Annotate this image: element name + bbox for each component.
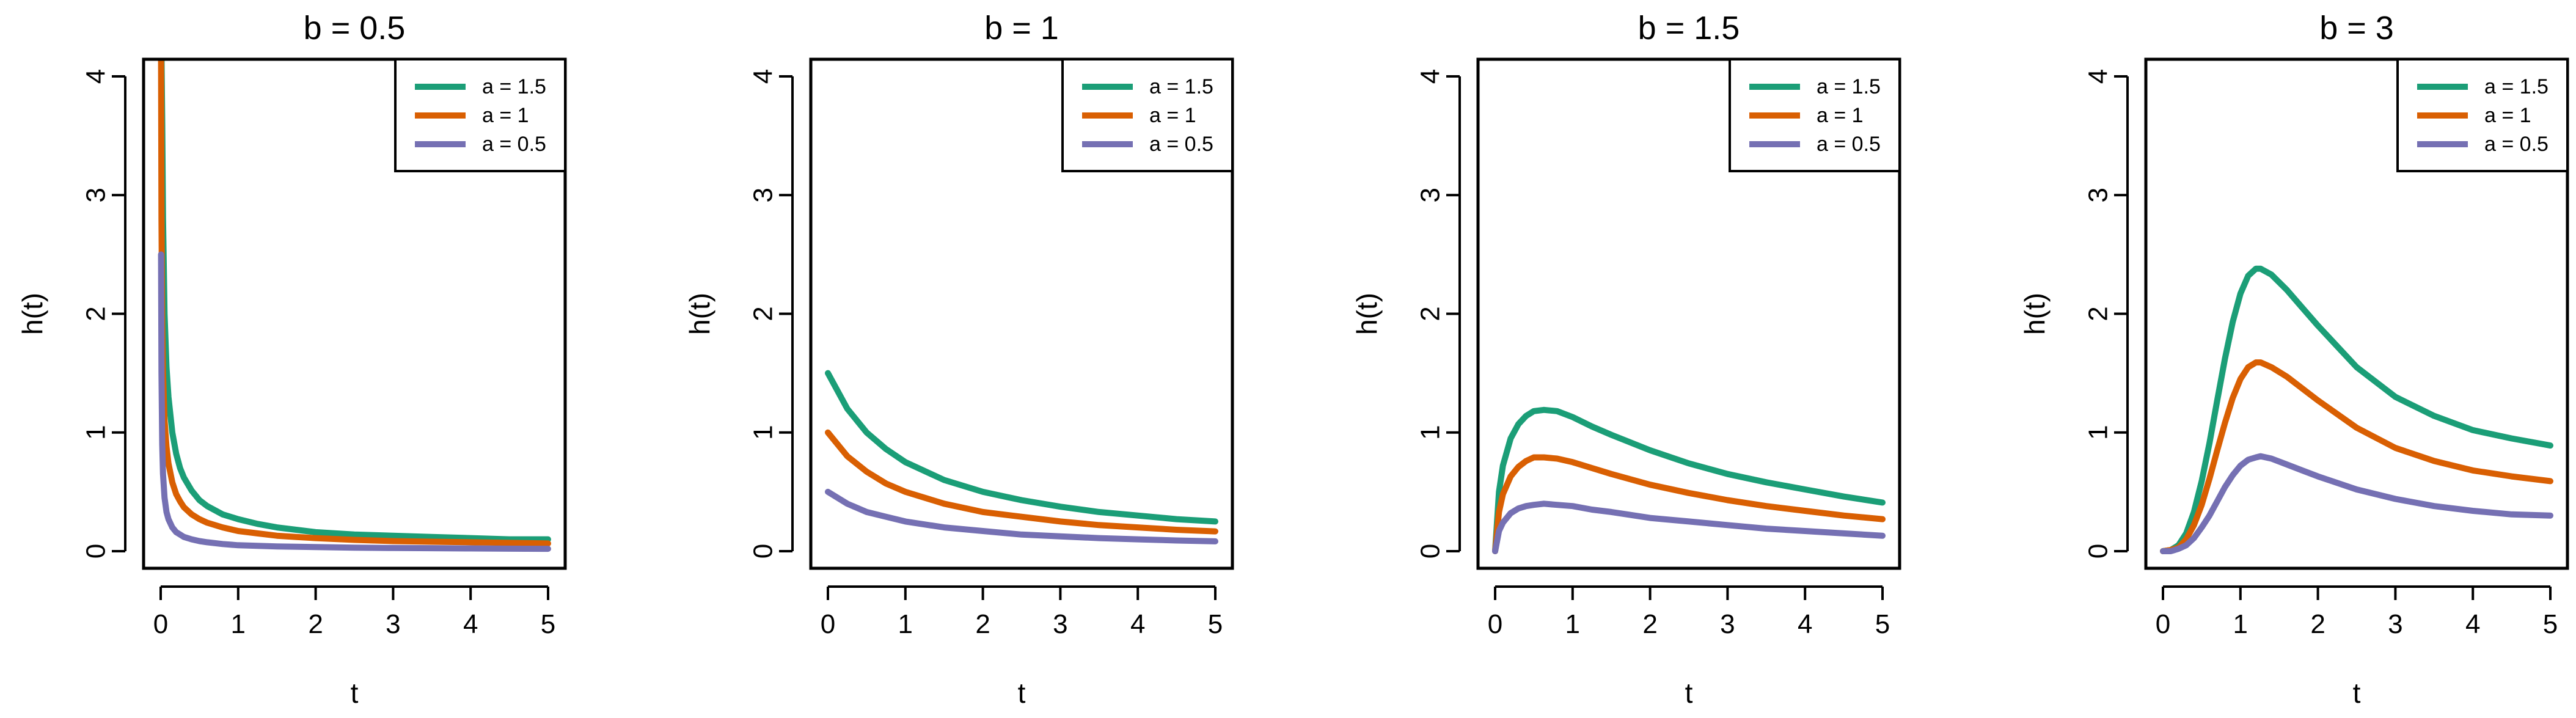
y-tick-label: 0 xyxy=(748,544,778,559)
plot-frame xyxy=(1476,57,1901,570)
series-line-3 xyxy=(2160,453,2553,554)
panel-2: b = 1 0 1 2 3 4 5 t 0 1 2 3 4 h(t) a = 1.5 a = 1 a = 0.5 xyxy=(684,10,1234,709)
legend-label: a = 0.5 xyxy=(1817,133,1881,156)
y-tick-label: 2 xyxy=(2084,306,2113,321)
x-tick-label: 2 xyxy=(975,609,990,639)
series-line-1 xyxy=(2160,265,2553,554)
x-axis-label: t xyxy=(1685,677,1693,709)
x-tick-label: 0 xyxy=(2156,609,2170,639)
y-axis-label: h(t) xyxy=(16,293,48,335)
y-tick-label: 1 xyxy=(1416,425,1446,440)
legend-label: a = 1 xyxy=(482,104,529,127)
y-axis-label: h(t) xyxy=(684,293,715,335)
y-tick-label: 0 xyxy=(2084,544,2113,559)
x-tick-label: 4 xyxy=(463,609,478,639)
y-axis-label: h(t) xyxy=(1351,293,1383,335)
y-tick-label: 0 xyxy=(1416,544,1446,559)
y-tick-label: 3 xyxy=(2084,188,2113,202)
series-line-1 xyxy=(825,370,1218,525)
legend-label: a = 1.5 xyxy=(1817,75,1881,98)
x-tick-label: 4 xyxy=(1798,609,1812,639)
x-tick-label: 5 xyxy=(541,609,555,639)
y-tick-label: 3 xyxy=(748,188,778,202)
y-axis-label: h(t) xyxy=(2019,293,2051,335)
plot-frame xyxy=(809,57,1234,570)
x-tick-label: 1 xyxy=(898,609,913,639)
plot-frame xyxy=(2144,57,2569,570)
plot-frame xyxy=(142,57,567,570)
x-tick-label: 3 xyxy=(386,609,400,639)
x-tick-label: 5 xyxy=(2543,609,2558,639)
x-axis-label: t xyxy=(351,677,359,709)
y-tick-label: 4 xyxy=(748,69,778,84)
legend-label: a = 0.5 xyxy=(2484,133,2549,156)
x-tick-label: 1 xyxy=(1565,609,1580,639)
x-tick-label: 2 xyxy=(2310,609,2325,639)
y-tick-label: 4 xyxy=(1416,69,1446,84)
x-tick-label: 1 xyxy=(231,609,246,639)
legend-label: a = 1 xyxy=(1149,104,1196,127)
legend-label: a = 1 xyxy=(1817,104,1864,127)
series-line-2 xyxy=(1492,454,1886,554)
x-tick-label: 2 xyxy=(308,609,323,639)
y-tick-label: 1 xyxy=(748,425,778,440)
x-tick-label: 4 xyxy=(2465,609,2480,639)
chart-title: b = 0.5 xyxy=(304,10,406,46)
chart-title: b = 3 xyxy=(2319,10,2394,46)
x-axis-label: t xyxy=(2353,677,2361,709)
legend: a = 1.5 a = 1 a = 0.5 xyxy=(1729,58,1901,172)
y-tick-label: 1 xyxy=(2084,425,2113,440)
series-line-2 xyxy=(825,429,1218,535)
legend-label: a = 1.5 xyxy=(1149,75,1213,98)
legend-label: a = 1 xyxy=(2484,104,2531,127)
y-tick-label: 4 xyxy=(2084,69,2113,84)
legend-label: a = 1.5 xyxy=(2484,75,2549,98)
x-tick-label: 0 xyxy=(821,609,835,639)
x-tick-label: 0 xyxy=(153,609,168,639)
panel-1: b = 0.5 0 1 2 3 4 5 t 0 1 2 3 4 h(t) a = 1.5 a = 1 a = 0… xyxy=(16,10,567,709)
legend-label: a = 0.5 xyxy=(1149,133,1213,156)
x-tick-label: 4 xyxy=(1130,609,1145,639)
legend-label: a = 1.5 xyxy=(482,75,546,98)
x-tick-label: 2 xyxy=(1642,609,1657,639)
legend: a = 1.5 a = 1 a = 0.5 xyxy=(1061,58,1234,172)
legend: a = 1.5 a = 1 a = 0.5 xyxy=(2396,58,2569,172)
x-tick-label: 0 xyxy=(1488,609,1502,639)
series-line-3 xyxy=(158,251,551,552)
legend: a = 1.5 a = 1 a = 0.5 xyxy=(394,58,566,172)
x-tick-label: 3 xyxy=(2388,609,2402,639)
series-line-2 xyxy=(2160,359,2553,554)
legend-label: a = 0.5 xyxy=(482,133,546,156)
chart-title: b = 1.5 xyxy=(1638,10,1740,46)
x-tick-label: 3 xyxy=(1720,609,1735,639)
y-tick-label: 2 xyxy=(81,306,111,321)
panel-3: b = 1.5 0 1 2 3 4 5 t 0 1 2 3 4 h(t) a = 1.5 a = 1 a = 0… xyxy=(1351,10,1901,709)
y-tick-label: 3 xyxy=(81,188,111,202)
y-tick-label: 4 xyxy=(81,69,111,84)
y-tick-label: 1 xyxy=(81,425,111,440)
y-tick-label: 2 xyxy=(748,306,778,321)
chart-title: b = 1 xyxy=(984,10,1059,46)
x-tick-label: 5 xyxy=(1208,609,1223,639)
x-tick-label: 3 xyxy=(1053,609,1067,639)
x-tick-label: 5 xyxy=(1875,609,1890,639)
panel-4: b = 3 0 1 2 3 4 5 t 0 1 2 3 4 h(t) a = 1.5 a = 1 a = 0.5 xyxy=(2019,10,2569,709)
series-line-1 xyxy=(1492,406,1886,554)
y-tick-label: 2 xyxy=(1416,306,1446,321)
y-tick-label: 3 xyxy=(1416,188,1446,202)
series-line-3 xyxy=(825,488,1218,544)
series-line-3 xyxy=(1492,500,1886,554)
x-tick-label: 1 xyxy=(2233,609,2248,639)
y-tick-label: 0 xyxy=(81,544,111,559)
x-axis-label: t xyxy=(1018,677,1026,709)
